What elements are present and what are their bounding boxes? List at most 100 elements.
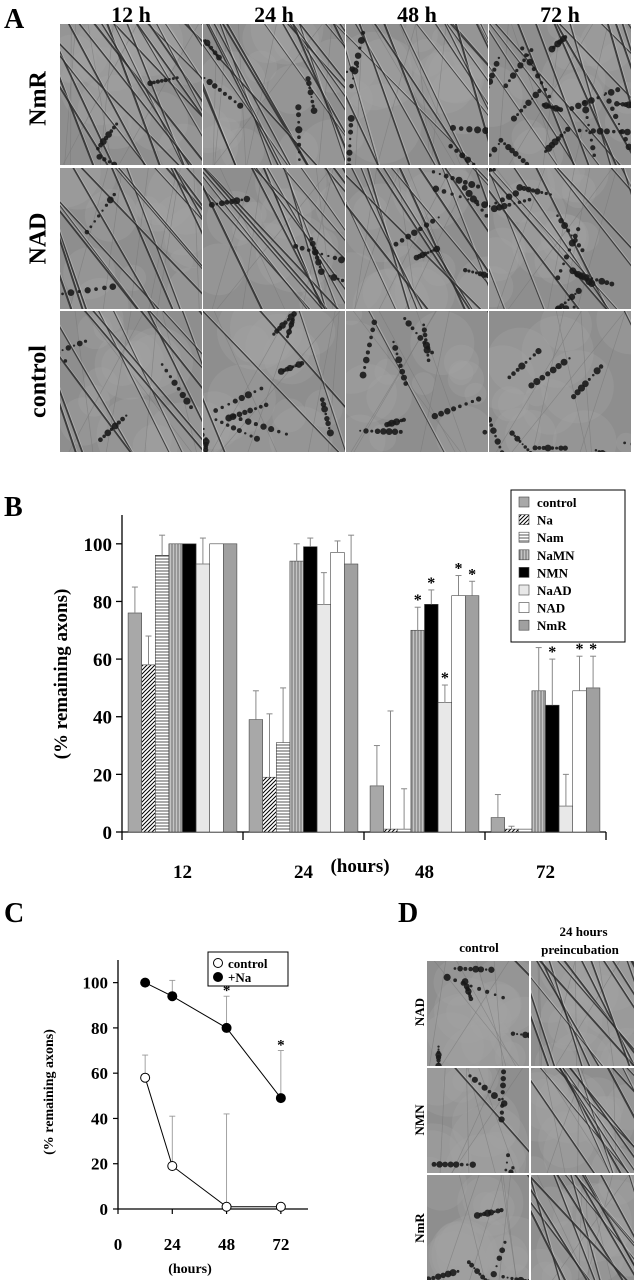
legend-label-nmr: NmR [537, 618, 567, 633]
micrograph-control-12h [60, 311, 202, 452]
panel-b-y-tick-label: 20 [93, 765, 112, 786]
panel-c-y-tick-label: 20 [91, 1155, 108, 1174]
legend-label-nmn: NMN [537, 565, 569, 580]
bar-na-48 [383, 828, 398, 833]
bar-nam-12 [155, 555, 170, 833]
micrograph-nmr-12h [60, 24, 202, 165]
bar-naad-12 [195, 563, 211, 833]
bar-nam-48 [396, 828, 412, 833]
panel-b-category-label: 48 [415, 862, 434, 883]
bar-control-48 [369, 785, 385, 833]
bar-na-72 [504, 828, 519, 833]
bar-nmn-48 [424, 604, 439, 833]
micrograph-nad-12h [60, 168, 202, 309]
panel-b-bar-chart: 02040608010012244872*********controlNaNa… [84, 489, 626, 883]
micrograph-nad-24h [203, 168, 345, 309]
micrograph-d-nad-control [427, 961, 529, 1066]
panel-b-y-tick-label: 40 [93, 708, 112, 729]
micrograph-nad-72h [489, 168, 631, 309]
bar-control-72 [490, 817, 506, 833]
panel-c-y-tick-label: 40 [91, 1109, 108, 1128]
panel-c-y-tick-label: 60 [91, 1064, 108, 1083]
significance-star: * [455, 561, 463, 578]
bar-namn-24 [289, 560, 304, 833]
panel-a-row-nmr: NmR [25, 71, 52, 126]
micrograph-d-nmn-preincubation [531, 1068, 634, 1173]
micrograph-d-nmn-control [427, 1068, 529, 1173]
panel-c-x-tick-label: 0 [114, 1235, 123, 1254]
micrograph-control-48h [346, 311, 488, 452]
bar-control-24 [248, 719, 264, 833]
bar-nad-72 [572, 690, 587, 833]
significance-star: * [441, 670, 449, 687]
bar-naad-72 [558, 805, 573, 833]
panel-c-x-tick-label: 48 [218, 1235, 235, 1254]
legend-label-control: control [537, 495, 577, 510]
line-control [144, 1077, 281, 1208]
significance-star: * [468, 566, 476, 583]
bar-nad-48 [451, 595, 466, 833]
legend-label-na: Na [537, 513, 553, 528]
bar-nmn-72 [545, 704, 560, 833]
panel-a-col-72h: 72 h [540, 2, 580, 27]
panel-a-col-48h: 48 h [397, 2, 437, 27]
legend-label-namn: NaMN [537, 548, 575, 563]
panel-b-category-label: 24 [294, 862, 314, 883]
panel-b-y-tick-label: 0 [103, 823, 113, 844]
panel-a-letter: A [4, 4, 25, 35]
panel-c-x-label: (hours) [168, 1262, 212, 1277]
bar-namn-72 [531, 690, 546, 833]
panel-a-row-control: control [25, 345, 52, 418]
significance-star: * [223, 983, 231, 999]
panel-d-row-nmr: NmR [412, 1213, 427, 1243]
bar-namn-48 [410, 629, 425, 833]
legend-swatch-control [518, 496, 530, 508]
significance-star: * [576, 641, 584, 658]
panel-b-legend [510, 489, 626, 643]
point-plus-na-24 [167, 991, 178, 1002]
panel-c-y-tick-label: 0 [100, 1200, 109, 1219]
bar-na-12 [141, 664, 156, 833]
micrograph-nmr-24h [203, 24, 345, 165]
point-plus-na-72 [275, 1093, 286, 1104]
bar-nam-72 [517, 828, 533, 833]
legend-marker-1 [213, 972, 223, 982]
panel-c-letter: C [4, 898, 25, 929]
significance-star: * [414, 592, 422, 609]
panel-b-y-tick-label: 100 [84, 535, 113, 556]
micrograph-d-nad-preincubation [531, 961, 634, 1066]
bar-namn-12 [168, 543, 183, 833]
panel-d-letter: D [398, 898, 419, 929]
legend-swatch-nmr [518, 619, 530, 631]
panel-d-col-preincubation-line1: 24 hours [559, 924, 608, 939]
bar-nmn-24 [303, 546, 318, 833]
micrograph-d-nmr-preincubation [531, 1175, 634, 1280]
legend-swatch-namn [518, 549, 530, 561]
panel-c-y-tick-label: 80 [91, 1019, 108, 1038]
legend-swatch-nad [518, 602, 530, 613]
significance-star: * [548, 644, 556, 661]
bar-nad-24 [330, 552, 345, 833]
micrograph-nad-48h [346, 168, 488, 309]
panel-b-y-tick-label: 60 [93, 650, 112, 671]
bar-nam-24 [275, 742, 291, 833]
point-control-72 [275, 1201, 286, 1212]
line-plus-na [144, 982, 282, 1099]
panel-b-x-label: (hours) [330, 856, 390, 877]
legend-label-naad: NaAD [537, 583, 572, 598]
panel-b-letter: B [4, 492, 23, 523]
bar-nad-12 [209, 543, 224, 833]
panel-d-row-nmn: NMN [412, 1104, 427, 1136]
panel-c-line-chart: 0 20 40 60 80 100 0 24 48 72 * * control+Na [83, 951, 308, 1254]
micrograph-nmr-72h [489, 24, 631, 165]
point-control-24 [167, 1160, 178, 1171]
legend-swatch-nam [518, 531, 530, 543]
micrograph-nmr-48h [346, 24, 488, 165]
legend-label-nam: Nam [537, 530, 564, 545]
micrograph-control-24h [203, 311, 345, 452]
bar-nmr-48 [464, 595, 480, 833]
bar-nmr-12 [223, 543, 238, 833]
panel-a-col-24h: 24 h [254, 2, 294, 27]
panel-d-row-nad: NAD [412, 997, 427, 1027]
significance-star: * [589, 641, 597, 658]
